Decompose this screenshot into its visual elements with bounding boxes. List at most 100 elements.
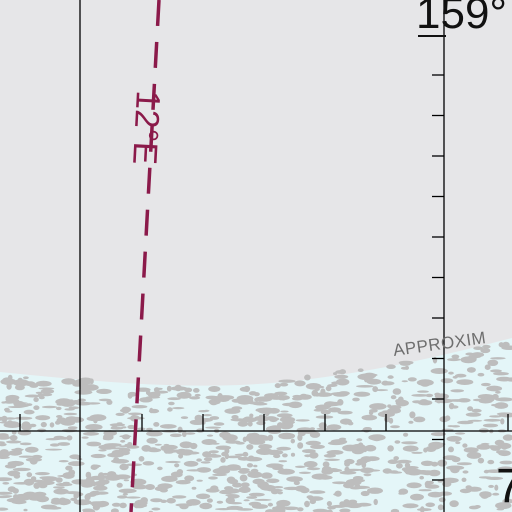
ice-speckle xyxy=(47,506,62,510)
ice-speckle xyxy=(449,500,459,508)
ice-speckle xyxy=(17,377,23,382)
ice-speckle xyxy=(249,413,254,418)
ice-speckle xyxy=(462,470,469,474)
ice-speckle xyxy=(337,410,353,415)
ice-speckle xyxy=(86,441,102,447)
ice-speckle xyxy=(481,382,491,387)
ice-speckle xyxy=(208,450,219,454)
ice-speckle xyxy=(487,359,499,366)
ice-speckle xyxy=(67,426,78,430)
ice-speckle xyxy=(409,411,416,419)
ice-speckle xyxy=(339,470,357,475)
ice-speckle xyxy=(472,398,483,402)
ice-speckle xyxy=(127,391,137,397)
ice-speckle xyxy=(448,446,454,453)
ice-speckle xyxy=(476,444,491,450)
ice-speckle xyxy=(85,424,103,431)
ice-speckle xyxy=(259,414,264,418)
ice-speckle xyxy=(25,446,39,453)
ice-speckle xyxy=(51,497,61,503)
ice-speckle xyxy=(412,400,423,404)
ice-speckle xyxy=(102,437,110,441)
ice-speckle xyxy=(35,380,52,387)
ice-speckle xyxy=(167,397,181,401)
ice-speckle xyxy=(150,498,163,503)
ice-speckle xyxy=(490,357,506,360)
ice-speckle xyxy=(2,482,10,485)
ice-speckle xyxy=(110,508,119,512)
ice-speckle xyxy=(266,463,284,469)
ice-speckle xyxy=(442,455,458,461)
ice-speckle xyxy=(14,416,33,420)
ice-speckle xyxy=(94,491,109,495)
ice-speckle xyxy=(196,479,203,482)
ice-speckle xyxy=(418,489,432,492)
ice-speckle xyxy=(252,402,268,406)
ice-speckle xyxy=(68,406,80,410)
ice-speckle xyxy=(227,478,239,484)
ice-speckle xyxy=(172,495,187,499)
ice-speckle xyxy=(299,393,308,399)
ice-speckle xyxy=(491,404,497,407)
ice-speckle xyxy=(254,397,260,402)
ice-speckle xyxy=(0,477,13,482)
ice-speckle xyxy=(246,444,254,450)
ice-speckle xyxy=(68,461,85,467)
ice-speckle xyxy=(4,464,17,469)
ice-speckle xyxy=(496,450,507,454)
ice-speckle xyxy=(482,344,491,349)
ice-speckle xyxy=(236,508,254,511)
ice-texture xyxy=(0,341,512,512)
ice-speckle xyxy=(200,461,211,464)
ice-speckle xyxy=(480,492,489,499)
ice-speckle xyxy=(480,347,491,354)
ice-speckle xyxy=(225,494,236,497)
ice-speckle xyxy=(159,488,168,493)
ice-speckle xyxy=(413,416,426,423)
ice-speckle xyxy=(366,378,382,385)
ice-speckle xyxy=(38,395,45,400)
ice-speckle xyxy=(268,429,281,434)
ice-speckle xyxy=(93,485,108,491)
ice-speckle xyxy=(306,467,321,471)
ice-speckle xyxy=(276,446,292,451)
ice-speckle xyxy=(200,418,213,422)
ice-speckle xyxy=(240,482,250,488)
ice-speckle xyxy=(477,394,495,400)
ice-speckle xyxy=(6,440,22,444)
ice-speckle xyxy=(193,388,200,393)
ice-speckle xyxy=(132,504,148,508)
ice-speckle xyxy=(161,475,178,482)
ice-speckle xyxy=(139,397,153,403)
ice-speckle xyxy=(345,478,362,486)
ice-speckle xyxy=(148,408,160,414)
ice-speckle xyxy=(473,346,484,351)
ice-speckle xyxy=(438,497,446,503)
ice-speckle xyxy=(456,462,472,466)
ice-speckle xyxy=(215,445,231,450)
ice-speckle xyxy=(75,379,91,385)
ice-speckle xyxy=(335,370,346,374)
ice-speckle xyxy=(326,501,332,507)
ice-speckle xyxy=(246,496,258,499)
ice-speckle xyxy=(352,397,360,402)
ice-speckle xyxy=(271,489,279,495)
ice-speckle xyxy=(310,444,325,449)
ice-speckle xyxy=(121,426,127,429)
ice-speckle xyxy=(494,484,499,491)
ice-speckle xyxy=(49,443,60,447)
ice-speckle xyxy=(295,419,310,422)
ice-speckle xyxy=(131,405,148,409)
ice-speckle xyxy=(356,458,368,465)
ice-speckle xyxy=(220,457,226,463)
ice-speckle xyxy=(467,406,474,412)
ice-speckle xyxy=(269,417,278,423)
ice-speckle xyxy=(437,504,444,511)
ice-speckle xyxy=(288,401,303,409)
ice-speckle xyxy=(65,465,73,471)
ice-speckle xyxy=(493,372,509,376)
ice-speckle xyxy=(151,507,161,511)
ice-speckle xyxy=(353,391,371,397)
ice-speckle xyxy=(109,423,126,427)
